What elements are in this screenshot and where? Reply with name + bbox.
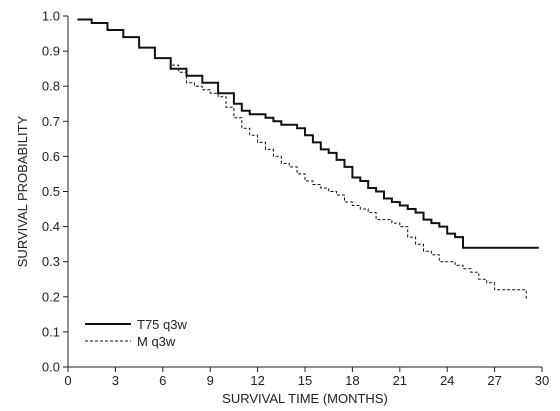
x-axis-ticks: 0 3 6 9 12 15 18 21 24 27 30 [64,367,549,388]
x-tick-label: 9 [207,373,214,388]
x-tick-label: 24 [440,373,454,388]
x-tick-label: 27 [487,373,501,388]
y-axis-ticks: 0.0 0.1 0.2 0.3 0.4 0.5 0.6 0.7 0.8 0.9 1.0 [42,9,68,375]
x-tick-label: 12 [250,373,264,388]
y-tick-label: 0.2 [42,289,60,304]
series-layer [77,18,539,301]
y-tick-label: 0.5 [42,184,60,199]
y-tick-label: 0.7 [42,114,60,129]
axes [67,16,542,368]
y-tick-label: 1.0 [42,9,60,24]
legend-label-t75: T75 q3w [137,317,187,332]
y-tick-label: 0.1 [42,324,60,339]
y-tick-label: 0.8 [42,79,60,94]
series-line-m [77,19,527,301]
x-tick-label: 21 [393,373,407,388]
y-tick-label: 0.3 [42,254,60,269]
y-tick-label: 0.4 [42,219,60,234]
y-axis-title: SURVIVAL PROBABILITY [15,115,30,267]
x-tick-label: 15 [298,373,312,388]
y-tick-label: 0.6 [42,149,60,164]
y-tick-label: 0.9 [42,44,60,59]
x-tick-label: 6 [159,373,166,388]
legend-label-m: M q3w [137,334,176,349]
x-axis-title: SURVIVAL TIME (MONTHS) [222,391,388,406]
series-line-t75 [77,18,539,249]
x-tick-label: 18 [345,373,359,388]
x-tick-label: 0 [64,373,71,388]
legend: T75 q3w M q3w [85,317,187,349]
x-tick-label: 3 [112,373,119,388]
y-tick-label: 0.0 [42,360,60,375]
x-tick-label: 30 [535,373,549,388]
